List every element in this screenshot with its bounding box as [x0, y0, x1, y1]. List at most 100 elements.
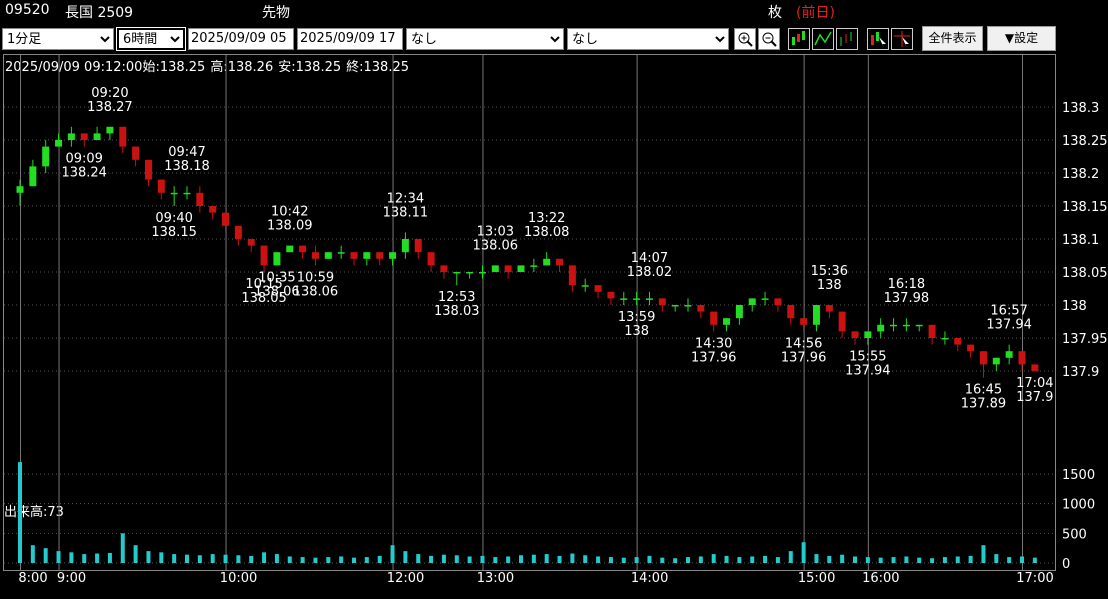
volume-bar — [236, 555, 241, 563]
x-tick-label: 12:00 — [387, 571, 424, 586]
candle-body — [915, 324, 923, 327]
candle-body — [504, 265, 512, 272]
annotation-time: 09:47 — [168, 145, 205, 160]
icon — [762, 32, 777, 47]
volume-bar — [197, 555, 202, 563]
x-tick-label: 13:00 — [477, 571, 514, 586]
interval-select[interactable]: 1分足 — [2, 28, 114, 50]
candle-body — [658, 298, 666, 305]
candle-body — [967, 344, 975, 352]
volume-bar — [750, 556, 755, 563]
candle-body — [851, 331, 859, 338]
candle-body — [902, 324, 910, 327]
previous-day: (前日) — [796, 5, 835, 21]
volume-bar — [1032, 557, 1037, 563]
x-tick-label: 10:00 — [220, 571, 257, 586]
candle-body — [466, 272, 474, 274]
candle-body — [478, 272, 486, 274]
volume-bar — [185, 554, 189, 563]
settings-button[interactable]: ▼設定 — [987, 26, 1056, 51]
candle-body — [992, 357, 1000, 365]
candle-body — [350, 252, 358, 259]
candle-body — [543, 258, 551, 266]
crosshair-button[interactable] — [891, 28, 913, 50]
volume-bar — [95, 553, 100, 563]
line-button[interactable] — [812, 28, 834, 50]
volume-tick-label: 500 — [1062, 527, 1087, 542]
candle-body — [311, 252, 319, 259]
candle-body — [222, 212, 230, 226]
candle-body — [825, 305, 833, 312]
candle-body — [157, 179, 165, 193]
candle-button[interactable] — [788, 28, 810, 50]
volume-bar — [544, 554, 549, 563]
annotation-time: 16:57 — [990, 304, 1027, 319]
info-label: 終: — [346, 59, 363, 75]
span-select[interactable]: 6時間 — [116, 27, 186, 51]
kind: 先物 — [262, 5, 290, 21]
candle-body — [620, 298, 628, 300]
volume-bar — [467, 556, 472, 563]
icon — [871, 32, 886, 48]
candle-body — [684, 305, 692, 307]
annotation-time: 09:09 — [65, 152, 102, 167]
cursor-button[interactable] — [867, 28, 889, 50]
to-input[interactable]: 2025/09/09 17 — [297, 28, 403, 50]
bar-button[interactable] — [836, 28, 858, 50]
annotation-value: 138.11 — [383, 205, 429, 220]
show-all-button[interactable]: 全件表示 — [922, 26, 983, 51]
code: 09520 — [5, 2, 50, 18]
volume-bar — [249, 555, 254, 563]
volume-bar — [711, 554, 716, 563]
volume-bar — [827, 555, 832, 563]
candle-body — [864, 331, 872, 338]
candle-body — [877, 324, 885, 332]
candle-body — [812, 305, 820, 325]
annotation-time: 12:53 — [438, 290, 475, 305]
annotation-value: 138.15 — [151, 225, 197, 240]
annotation-value: 137.96 — [781, 350, 827, 365]
volume-bar — [313, 557, 318, 563]
icon — [738, 32, 753, 47]
volume-bar — [506, 556, 511, 563]
candle-body — [93, 133, 101, 140]
candle-body — [838, 311, 846, 332]
annotation-value: 138.06 — [254, 284, 300, 299]
annotation-time: 14:07 — [631, 251, 668, 266]
volume-tick-label: 1500 — [1062, 468, 1095, 483]
volume-bar — [56, 551, 61, 563]
annotation-time: 13:22 — [528, 211, 565, 226]
candle-body — [1018, 351, 1026, 365]
volume-bar — [763, 555, 768, 563]
candle-body — [119, 126, 127, 147]
candle-body — [414, 239, 422, 253]
info-label: 安: — [278, 60, 295, 75]
volume-tick-label: 1000 — [1062, 498, 1095, 513]
candle-body — [67, 133, 75, 140]
from-input[interactable]: 2025/09/09 05 — [188, 28, 294, 50]
indicator-select[interactable]: なし — [406, 28, 564, 50]
candle-body — [427, 252, 435, 266]
volume-bar — [557, 555, 562, 563]
candle-body — [183, 192, 191, 195]
annotation-time: 09:40 — [155, 211, 192, 226]
zoom-in-button[interactable] — [734, 28, 756, 50]
volume-bar — [608, 557, 613, 563]
volume-bar — [878, 557, 883, 563]
annotation-value: 138.06 — [473, 238, 519, 253]
volume-bar — [955, 556, 960, 563]
candle-body — [1005, 351, 1013, 358]
volume-bar — [775, 557, 780, 563]
volume-bar — [403, 551, 408, 563]
candle-body — [581, 285, 589, 287]
annotation-time: 15:55 — [849, 350, 886, 365]
volume-bar — [968, 555, 973, 563]
annotation-time: 14:56 — [785, 336, 822, 351]
indicator-select[interactable]: なし — [567, 28, 729, 50]
zoom-out-button[interactable] — [758, 28, 780, 50]
info-value: 138.26 — [228, 60, 274, 75]
candle-body — [928, 324, 936, 338]
x-tick-label: 15:00 — [798, 571, 835, 586]
candle-body — [16, 186, 24, 193]
